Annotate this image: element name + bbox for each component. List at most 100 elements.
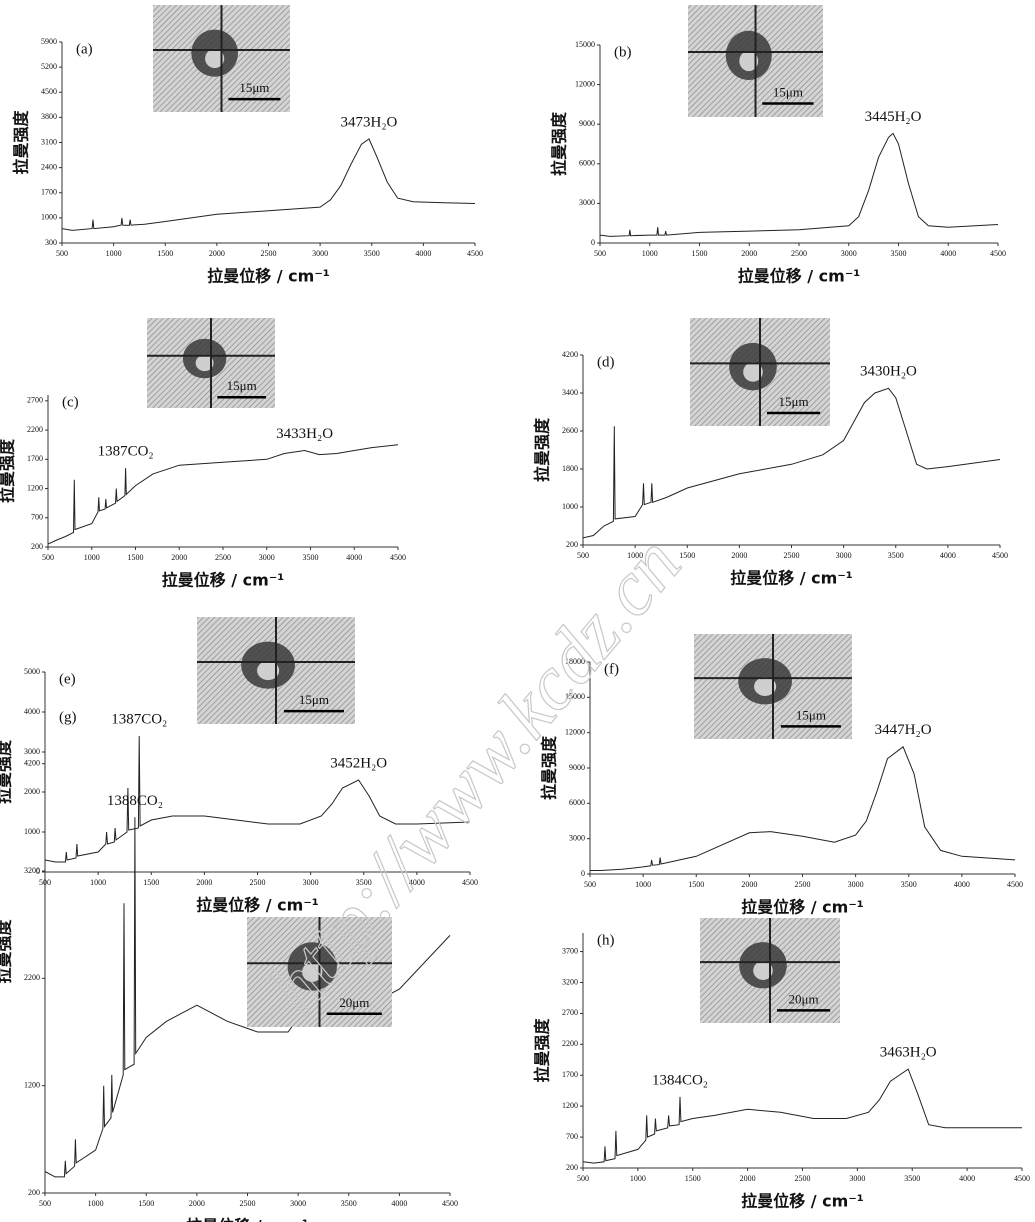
x-tick-label: 1000 [90, 878, 106, 887]
y-tick-label: 5000 [24, 667, 40, 676]
y-tick-label: 12000 [565, 727, 585, 736]
y-tick-label: 9000 [569, 763, 585, 772]
y-tick-label: 200 [31, 542, 43, 551]
y-tick-label: 5900 [41, 37, 57, 46]
x-tick-label: 2500 [261, 249, 277, 258]
y-tick-label: 2600 [562, 426, 578, 435]
scale-label: 15μm [796, 707, 826, 722]
x-tick-label: 1000 [84, 553, 100, 562]
x-tick-label: 2000 [731, 551, 747, 560]
x-tick-label: 4000 [940, 551, 956, 560]
inclusion-bubble [754, 677, 777, 696]
x-tick-label: 4000 [954, 880, 970, 889]
peak-annotation: 3463H₂O [880, 1044, 937, 1060]
y-tick-label: 3000 [579, 198, 595, 207]
y-tick-label: 0 [591, 238, 595, 247]
x-tick-label: 1500 [157, 249, 173, 258]
x-tick-label: 2000 [740, 1174, 756, 1183]
x-axis-title: 拉曼位移 / cm⁻¹ [186, 1217, 309, 1222]
y-tick-label: 15000 [565, 692, 585, 701]
x-tick-label: 2500 [215, 553, 231, 562]
x-tick-label: 2000 [209, 249, 225, 258]
y-tick-label: 200 [28, 1188, 40, 1197]
spectrum-line [47, 444, 399, 545]
x-tick-label: 3500 [901, 880, 917, 889]
x-tick-label: 4000 [415, 249, 431, 258]
x-tick-label: 1000 [635, 880, 651, 889]
y-tick-label: 1000 [562, 502, 578, 511]
x-tick-label: 1500 [143, 878, 159, 887]
panel-label: (a) [76, 41, 93, 57]
x-tick-label: 4000 [409, 878, 425, 887]
y-tick-label: 18000 [565, 657, 585, 666]
y-tick-label: 1200 [24, 1080, 40, 1089]
x-tick-label: 2500 [250, 878, 266, 887]
x-tick-label: 3500 [341, 1199, 357, 1208]
x-tick-label: 2000 [741, 880, 757, 889]
x-tick-label: 4500 [442, 1199, 458, 1208]
y-tick-label: 3200 [562, 977, 578, 986]
x-axis-title: 拉曼位移 / cm⁻¹ [738, 267, 861, 286]
y-axis-title: 拉曼强度 [12, 110, 31, 175]
y-tick-label: 2000 [24, 787, 40, 796]
x-tick-label: 3000 [848, 880, 864, 889]
y-tick-label: 3800 [41, 112, 57, 121]
x-tick-label: 4500 [462, 878, 478, 887]
y-tick-label: 4200 [562, 350, 578, 359]
peak-annotation: 3433H₂O [276, 426, 333, 442]
spectrum-line [590, 746, 1016, 871]
y-tick-label: 1800 [562, 464, 578, 473]
x-tick-label: 1000 [627, 551, 643, 560]
panel-label: (b) [614, 44, 632, 60]
x-tick-label: 3000 [312, 249, 328, 258]
x-tick-label: 1500 [679, 551, 695, 560]
x-tick-label: 4000 [940, 249, 956, 258]
y-tick-label: 200 [566, 1163, 578, 1172]
y-tick-label: 1200 [562, 1101, 578, 1110]
y-tick-label: 2200 [562, 1039, 578, 1048]
x-tick-label: 3500 [888, 551, 904, 560]
x-tick-label: 500 [584, 880, 596, 889]
x-axis-title: 拉曼位移 / cm⁻¹ [162, 571, 285, 590]
y-tick-label: 3700 [562, 946, 578, 955]
peak-annotation: 1384CO₂ [652, 1072, 708, 1088]
x-tick-label: 1500 [685, 1174, 701, 1183]
x-tick-label: 1500 [138, 1199, 154, 1208]
x-tick-label: 500 [577, 1174, 589, 1183]
peak-annotation: 1388CO₂ [107, 793, 163, 809]
x-tick-label: 4000 [346, 553, 362, 562]
x-tick-label: 500 [39, 1199, 51, 1208]
spectrum-line [582, 387, 1001, 539]
y-tick-label: 2200 [27, 425, 43, 434]
x-tick-label: 1500 [128, 553, 144, 562]
x-axis-title: 拉曼位移 / cm⁻¹ [730, 569, 853, 588]
x-tick-label: 500 [577, 551, 589, 560]
y-tick-label: 12000 [575, 79, 595, 88]
peak-annotation: 1387CO₂ [111, 711, 167, 727]
x-tick-label: 1500 [688, 880, 704, 889]
peak-annotation: 3473H₂O [341, 114, 398, 130]
inclusion-bubble [257, 660, 280, 681]
scale-label: 15μm [779, 394, 809, 409]
y-tick-label: 2700 [562, 1008, 578, 1017]
scale-label: 15μm [227, 378, 257, 393]
spectrum-line [44, 735, 471, 863]
peak-annotation: 1387CO₂ [98, 444, 154, 460]
x-tick-label: 2500 [791, 249, 807, 258]
x-tick-label: 3000 [303, 878, 319, 887]
x-tick-label: 4500 [992, 551, 1008, 560]
y-tick-label: 4500 [41, 87, 57, 96]
x-tick-label: 3500 [303, 553, 319, 562]
y-axis-title: 拉曼强度 [533, 1018, 552, 1083]
x-tick-label: 500 [594, 249, 606, 258]
peak-annotation: 3447H₂O [875, 722, 932, 738]
inclusion-bubble [205, 48, 225, 69]
y-tick-label: 3200 [24, 866, 40, 875]
y-axis-title: 拉曼强度 [550, 111, 569, 176]
panel-label: (c) [62, 394, 79, 410]
x-tick-label: 1000 [642, 249, 658, 258]
panel-label: (d) [597, 354, 615, 370]
y-tick-label: 1000 [41, 213, 57, 222]
x-tick-label: 3500 [904, 1174, 920, 1183]
y-tick-label: 200 [566, 540, 578, 549]
